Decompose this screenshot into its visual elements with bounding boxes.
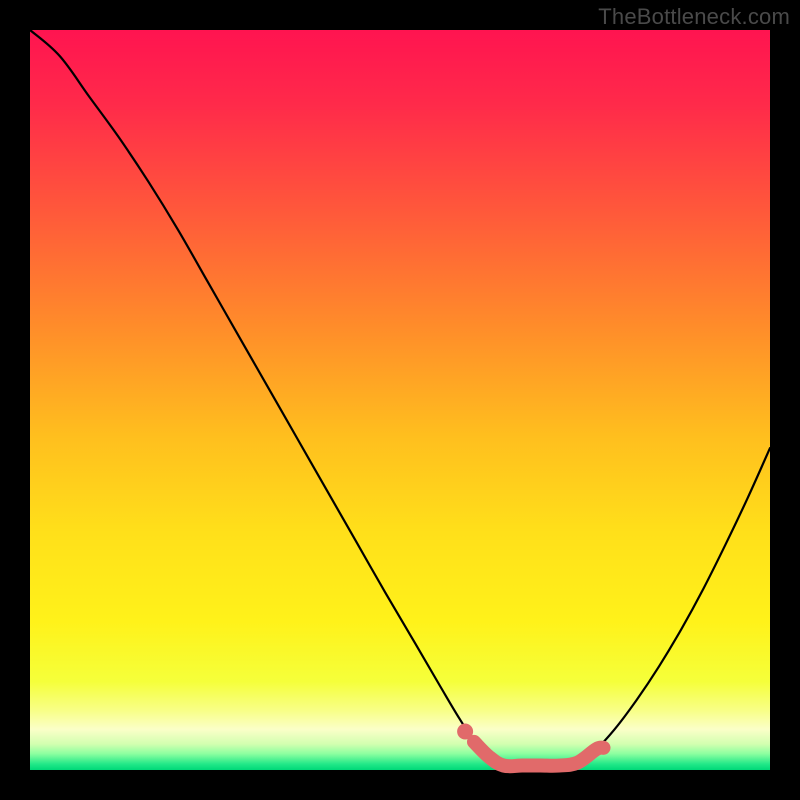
plot-background-gradient: [30, 30, 770, 770]
chart-container: TheBottleneck.com: [0, 0, 800, 800]
watermark-label: TheBottleneck.com: [598, 4, 790, 30]
bottleneck-curve-chart: [0, 0, 800, 800]
current-config-marker: [457, 724, 473, 740]
